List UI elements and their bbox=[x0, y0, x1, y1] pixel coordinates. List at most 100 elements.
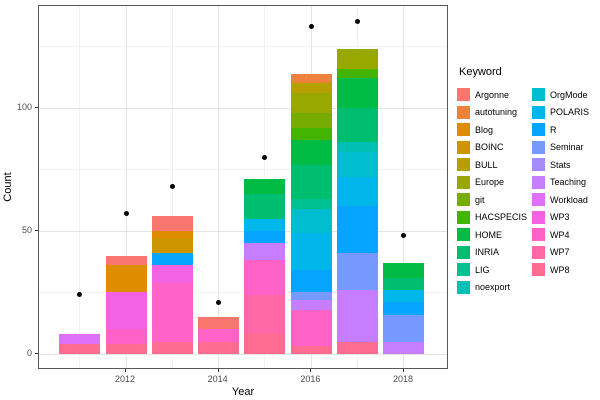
x-tick-label: 2014 bbox=[207, 374, 228, 384]
data-point-2014 bbox=[216, 299, 222, 305]
legend-key-swatch bbox=[532, 210, 545, 224]
legend-item-bull: BULL bbox=[457, 156, 532, 174]
bar-segment-teaching bbox=[337, 289, 379, 342]
y-tick-label: 0 bbox=[26, 348, 32, 358]
legend-label: Blog bbox=[475, 124, 494, 135]
legend-key-swatch bbox=[457, 158, 470, 172]
bar-segment-hacspecis bbox=[290, 127, 332, 140]
bar-segment-wp8 bbox=[337, 341, 379, 354]
legend-item-r: R bbox=[532, 121, 589, 139]
legend-label: noexport bbox=[475, 282, 511, 293]
y-tick-mark bbox=[35, 230, 38, 231]
legend-key-swatch bbox=[532, 105, 545, 119]
bar-segment-polaris bbox=[244, 218, 286, 231]
legend-item-wp8: WP8 bbox=[532, 261, 589, 279]
data-point-2012 bbox=[123, 211, 129, 217]
bar-segment-wp4 bbox=[244, 260, 286, 295]
legend-item-autotuning: autotuning bbox=[457, 104, 532, 122]
bar-segment-wp8 bbox=[198, 341, 240, 354]
bar-segment-home bbox=[383, 262, 425, 278]
bar-segment-polaris bbox=[337, 176, 379, 207]
bar-segment-teaching bbox=[383, 341, 425, 354]
bar-segment-r bbox=[383, 302, 425, 315]
legend-column-1: Argonne autotuning Blog BOINC BULL Europe git H… bbox=[457, 86, 532, 296]
plot-panel bbox=[38, 5, 448, 369]
bar-segment-bull bbox=[290, 83, 332, 94]
legend-label: R bbox=[550, 124, 557, 135]
data-point-2017 bbox=[355, 19, 361, 25]
gridline-minor-h bbox=[39, 46, 447, 47]
bar-segment-wp4 bbox=[151, 282, 193, 342]
legend-item-polaris: POLARIS bbox=[532, 104, 589, 122]
bar-segment-wp8 bbox=[59, 344, 101, 354]
legend-label: git bbox=[475, 194, 485, 205]
legend-key-swatch bbox=[532, 88, 545, 102]
gridline-major-v bbox=[403, 6, 405, 368]
legend-item-git: git bbox=[457, 191, 532, 209]
bar-segment-r bbox=[337, 206, 379, 254]
bar-segment-inria bbox=[337, 107, 379, 143]
legend-item-teaching: Teaching bbox=[532, 174, 589, 192]
legend-key-swatch bbox=[457, 88, 470, 102]
legend-key-swatch bbox=[457, 210, 470, 224]
bar-segment-git bbox=[290, 112, 332, 128]
bar-segment-home bbox=[290, 139, 332, 165]
x-tick-mark bbox=[217, 369, 219, 372]
gridline-major-h bbox=[39, 353, 447, 355]
bar-segment-blog bbox=[105, 265, 147, 293]
legend-label: POLARIS bbox=[550, 107, 590, 118]
gridline-minor-h bbox=[39, 292, 447, 293]
legend-key-swatch bbox=[457, 280, 470, 294]
bar-segment-wp4 bbox=[105, 329, 147, 345]
legend-key-swatch bbox=[532, 245, 545, 259]
legend-label: Seminar bbox=[550, 142, 584, 153]
bar-segment-autotuning bbox=[290, 73, 332, 84]
bar-segment-wp8 bbox=[244, 334, 286, 354]
legend-item-europe: Europe bbox=[457, 174, 532, 192]
legend-label: WP7 bbox=[550, 247, 570, 258]
bar-2017 bbox=[337, 48, 379, 354]
y-axis-title: Count bbox=[2, 172, 14, 202]
legend-key-swatch bbox=[457, 245, 470, 259]
legend-label: HOME bbox=[475, 229, 502, 240]
bar-segment-polaris bbox=[290, 233, 332, 271]
data-point-2013 bbox=[169, 184, 175, 190]
legend-item-wp4: WP4 bbox=[532, 226, 589, 244]
bar-2014 bbox=[198, 317, 240, 354]
bar-segment-teaching bbox=[244, 243, 286, 261]
bar-segment-seminar bbox=[383, 314, 425, 342]
gridline-major-h bbox=[39, 107, 447, 109]
y-tick-label: 100 bbox=[16, 102, 32, 112]
gridline-major-h bbox=[39, 230, 447, 232]
legend-item-wp3: WP3 bbox=[532, 209, 589, 227]
bar-segment-boinc bbox=[151, 238, 193, 254]
legend-item-seminar: Seminar bbox=[532, 139, 589, 157]
bar-segment-argonne bbox=[151, 216, 193, 231]
bar-segment-wp4 bbox=[290, 309, 332, 347]
legend-label: Europe bbox=[475, 177, 505, 188]
bar-segment-r bbox=[290, 270, 332, 293]
legend-key-swatch bbox=[457, 123, 470, 137]
x-tick-mark bbox=[402, 369, 404, 372]
bar-segment-inria bbox=[290, 164, 332, 199]
bar-segment-wp4 bbox=[198, 329, 240, 342]
legend-label: Stats bbox=[550, 159, 571, 170]
y-tick-mark bbox=[35, 107, 38, 108]
legend-label: WP4 bbox=[550, 229, 570, 240]
bar-segment-blog bbox=[151, 230, 193, 239]
bar-segment-noexport bbox=[337, 142, 379, 153]
x-tick-mark bbox=[310, 369, 312, 372]
bar-segment-wp7 bbox=[244, 294, 286, 335]
x-tick-mark bbox=[125, 369, 126, 372]
bar-segment-polaris bbox=[383, 290, 425, 303]
legend-item-stats: Stats bbox=[532, 156, 589, 174]
bar-segment-orgmode bbox=[290, 208, 332, 234]
legend-item-orgmode: OrgMode bbox=[532, 86, 589, 104]
bar-segment-r bbox=[151, 253, 193, 266]
bar-segment-wp8 bbox=[290, 346, 332, 354]
legend-key-swatch bbox=[532, 228, 545, 242]
legend-key-swatch bbox=[532, 158, 545, 172]
legend-label: WP3 bbox=[550, 212, 570, 223]
legend-key-swatch bbox=[457, 263, 470, 277]
